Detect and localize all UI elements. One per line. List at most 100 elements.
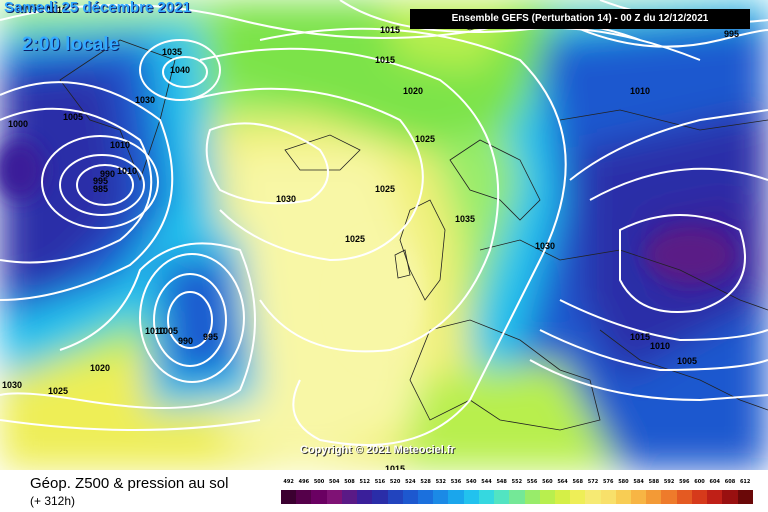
pressure-label: 995 bbox=[93, 176, 108, 186]
scale-swatch bbox=[691, 490, 708, 504]
scale-swatch bbox=[402, 490, 418, 504]
scale-swatch bbox=[646, 490, 662, 504]
scale-swatch bbox=[341, 490, 358, 504]
pressure-label: 1025 bbox=[415, 134, 435, 144]
pressure-label: 995 bbox=[203, 332, 218, 342]
scale-label: 564 bbox=[557, 479, 568, 485]
pressure-label: 1015 bbox=[380, 25, 400, 35]
scale-label: 492 bbox=[283, 479, 294, 485]
scale-swatch bbox=[737, 490, 753, 504]
pressure-label: 1000 bbox=[8, 119, 28, 129]
scale-label: 500 bbox=[313, 479, 325, 485]
pressure-label: 990 bbox=[100, 169, 115, 179]
pressure-label: 1005 bbox=[17, 3, 37, 13]
scale-swatch bbox=[311, 490, 327, 504]
pressure-label: 1035 bbox=[162, 47, 182, 57]
pressure-label: 1030 bbox=[135, 95, 155, 105]
scale-label: 504 bbox=[329, 479, 340, 485]
pressure-label: 1005 bbox=[158, 326, 178, 336]
scale-label: 608 bbox=[724, 479, 736, 485]
scale-label: 560 bbox=[542, 479, 553, 485]
scale-swatch bbox=[281, 490, 297, 504]
scale-swatch bbox=[570, 490, 586, 504]
scale-label: 576 bbox=[602, 479, 614, 485]
pressure-label: 1030 bbox=[2, 380, 22, 390]
pressure-label: 1020 bbox=[90, 363, 110, 373]
scale-label: 536 bbox=[450, 479, 462, 485]
scale-swatch bbox=[417, 490, 434, 504]
scale-label: 508 bbox=[344, 479, 355, 485]
scale-label: 532 bbox=[435, 479, 447, 485]
scale-swatch bbox=[478, 490, 495, 504]
pressure-label: 1015 bbox=[385, 464, 405, 470]
color-scale-labels: 492 496 500 504 508 512 516 520 524 528 532 536 540 5… bbox=[281, 479, 753, 489]
scale-swatch bbox=[387, 490, 403, 504]
pressure-label: 1020 bbox=[403, 86, 423, 96]
scale-swatch bbox=[707, 490, 723, 504]
pressure-label: 990 bbox=[178, 336, 193, 346]
scale-label: 544 bbox=[481, 479, 492, 485]
scale-label: 596 bbox=[679, 479, 690, 485]
scale-label: 548 bbox=[496, 479, 507, 485]
scale-label: 584 bbox=[633, 479, 644, 485]
pressure-label: 1025 bbox=[375, 184, 395, 194]
scale-swatch bbox=[433, 490, 449, 504]
scale-label: 600 bbox=[694, 479, 705, 485]
scale-swatch bbox=[585, 490, 601, 504]
pressure-label: 1030 bbox=[276, 194, 296, 204]
pressure-label: 1010 bbox=[110, 140, 130, 150]
scale-swatch bbox=[722, 490, 738, 504]
map-footer: Géop. Z500 & pression au sol (+ 312h) 49… bbox=[0, 470, 768, 512]
scale-swatch bbox=[296, 490, 312, 504]
scale-label: 528 bbox=[420, 479, 431, 485]
scale-swatch bbox=[357, 490, 373, 504]
forecast-date: Samedi 25 décembre 2021 bbox=[4, 0, 191, 16]
scale-label: 580 bbox=[618, 479, 629, 485]
pressure-label: 1005 bbox=[677, 356, 697, 366]
scale-label: 516 bbox=[374, 479, 386, 485]
scale-swatch bbox=[615, 490, 632, 504]
pressure-label: 1010 bbox=[47, 5, 67, 15]
forecast-hour: (+ 312h) bbox=[30, 494, 76, 508]
scale-label: 512 bbox=[359, 479, 370, 485]
coastlines bbox=[59, 9, 768, 431]
map-title: Géop. Z500 & pression au sol bbox=[30, 475, 229, 492]
scale-label: 520 bbox=[389, 479, 401, 485]
scale-label: 568 bbox=[572, 479, 583, 485]
copyright-notice: Copyright © 2021 Meteociel.fr bbox=[300, 444, 455, 456]
scale-label: 524 bbox=[405, 479, 416, 485]
pressure-label: 1010 bbox=[145, 326, 165, 336]
isobars bbox=[0, 0, 768, 445]
pressure-label: 1010 bbox=[117, 166, 137, 176]
scale-swatch bbox=[463, 490, 479, 504]
scale-swatch bbox=[661, 490, 677, 504]
scale-label: 588 bbox=[648, 479, 660, 485]
scale-swatch bbox=[509, 490, 525, 504]
scale-swatch bbox=[600, 490, 616, 504]
scale-label: 612 bbox=[739, 479, 751, 485]
pressure-label: 1010 bbox=[630, 86, 650, 96]
color-scale-bar bbox=[281, 490, 753, 504]
pressure-label: 1015 bbox=[375, 55, 395, 65]
scale-swatch bbox=[554, 490, 571, 504]
scale-label: 604 bbox=[709, 479, 720, 485]
pressure-geopotential-map: 1005 1010 1035 1040 1030 1000 1005 1010 … bbox=[0, 0, 768, 470]
pressure-labels: 1005 1010 1035 1040 1030 1000 1005 1010 … bbox=[2, 3, 739, 470]
pressure-label: 1035 bbox=[455, 214, 475, 224]
pressure-label: 1025 bbox=[345, 234, 365, 244]
forecast-local-time: 2:00 locale bbox=[22, 34, 120, 55]
scale-swatch bbox=[524, 490, 540, 504]
scale-swatch bbox=[372, 490, 388, 504]
scale-swatch bbox=[494, 490, 510, 504]
pressure-label: 1030 bbox=[535, 241, 555, 251]
pressure-label: 985 bbox=[93, 184, 108, 194]
color-scale-legend: 492 496 500 504 508 512 516 520 524 528 532 536 540 5… bbox=[281, 479, 753, 507]
pressure-label: 1005 bbox=[63, 112, 83, 122]
scale-swatch bbox=[448, 490, 464, 504]
pressure-label: 995 bbox=[724, 29, 739, 39]
scale-swatch bbox=[631, 490, 647, 504]
scale-label: 592 bbox=[663, 479, 675, 485]
scale-swatch bbox=[326, 490, 342, 504]
scale-swatch bbox=[539, 490, 555, 504]
